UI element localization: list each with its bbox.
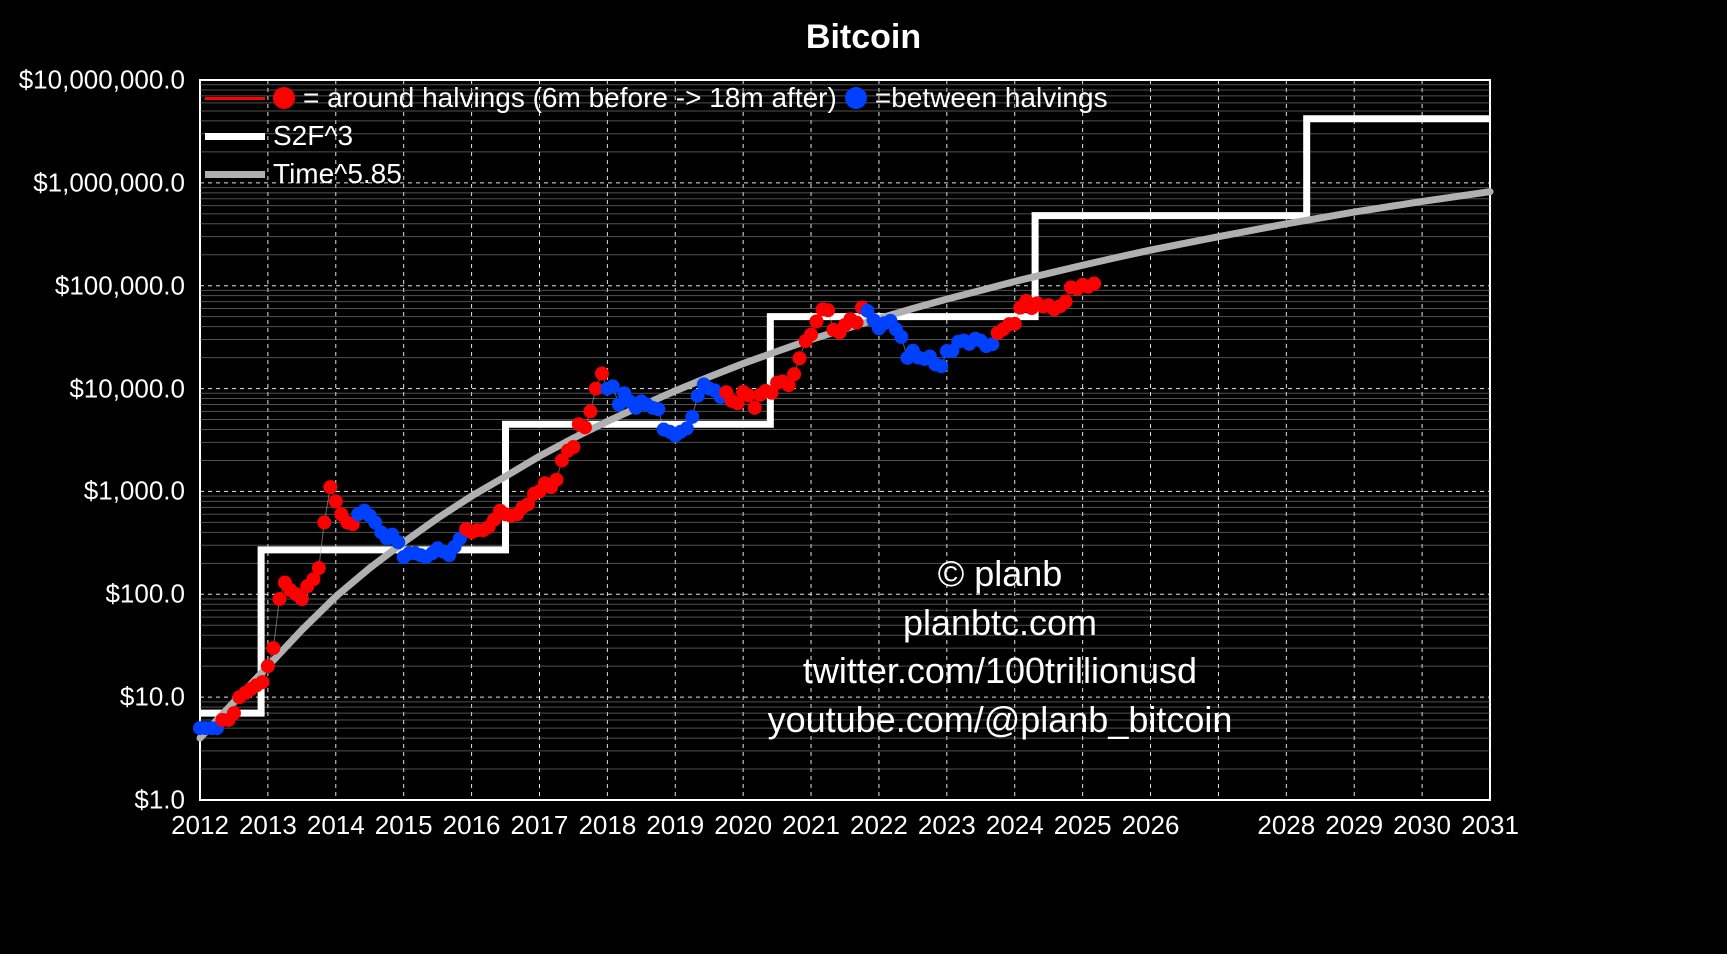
attribution-line: youtube.com/@planb_bitcoin xyxy=(700,696,1300,745)
xtick-label: 2026 xyxy=(1122,810,1180,841)
legend-blue-dot xyxy=(845,87,867,109)
xtick-label: 2025 xyxy=(1054,810,1112,841)
ytick-label: $10,000.0 xyxy=(0,373,185,404)
xtick-label: 2016 xyxy=(443,810,501,841)
xtick-label: 2028 xyxy=(1257,810,1315,841)
ytick-label: $10,000,000.0 xyxy=(0,65,185,96)
xtick-label: 2018 xyxy=(578,810,636,841)
xtick-label: 2031 xyxy=(1461,810,1519,841)
xtick-label: 2017 xyxy=(511,810,569,841)
ytick-label: $1,000.0 xyxy=(0,476,185,507)
ytick-label: $100,000.0 xyxy=(0,270,185,301)
attribution-line: twitter.com/100trillionusd xyxy=(700,647,1300,696)
xtick-label: 2022 xyxy=(850,810,908,841)
legend-label-s2f: S2F^3 xyxy=(273,120,353,152)
xtick-label: 2019 xyxy=(646,810,704,841)
legend-red-dot xyxy=(273,87,295,109)
legend-label-around: = around halvings (6m before -> 18m afte… xyxy=(303,82,837,114)
xtick-label: 2021 xyxy=(782,810,840,841)
xtick-label: 2030 xyxy=(1393,810,1451,841)
ytick-label: $10.0 xyxy=(0,682,185,713)
xtick-label: 2013 xyxy=(239,810,297,841)
legend-red-line xyxy=(205,97,265,100)
chart-container: Bitcoin = around halvings (6m before -> … xyxy=(0,0,1727,954)
attribution-line: planbtc.com xyxy=(700,599,1300,648)
legend-time-line xyxy=(205,171,265,178)
legend-label-between: =between halvings xyxy=(875,82,1108,114)
xtick-label: 2020 xyxy=(714,810,772,841)
xtick-label: 2023 xyxy=(918,810,976,841)
legend-s2f-line xyxy=(205,133,265,140)
ytick-label: $1,000,000.0 xyxy=(0,167,185,198)
attribution-line: © planb xyxy=(700,550,1300,599)
ytick-label: $100.0 xyxy=(0,579,185,610)
legend-row-2: S2F^3 xyxy=(205,120,1108,152)
legend-row-3: Time^5.85 xyxy=(205,158,1108,190)
legend-box: = around halvings (6m before -> 18m afte… xyxy=(205,82,1108,190)
xtick-label: 2014 xyxy=(307,810,365,841)
legend-row-1: = around halvings (6m before -> 18m afte… xyxy=(205,82,1108,114)
attribution-box: © planbplanbtc.comtwitter.com/100trillio… xyxy=(700,550,1300,744)
xtick-label: 2024 xyxy=(986,810,1044,841)
xtick-label: 2015 xyxy=(375,810,433,841)
ytick-label: $1.0 xyxy=(0,785,185,816)
xtick-label: 2012 xyxy=(171,810,229,841)
xtick-label: 2029 xyxy=(1325,810,1383,841)
legend-label-time: Time^5.85 xyxy=(273,158,402,190)
